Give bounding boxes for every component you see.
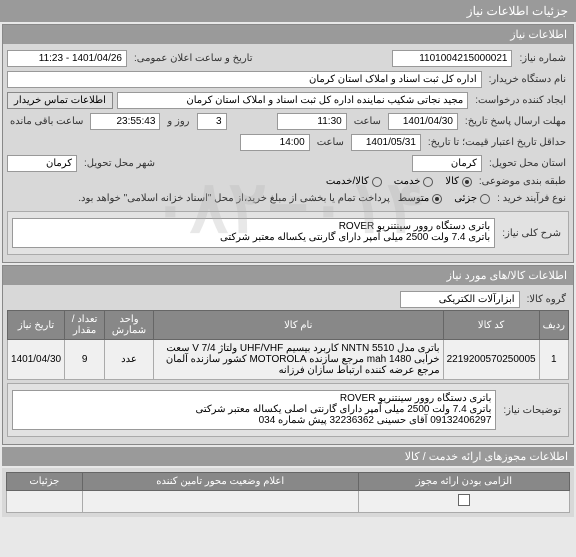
radio-service[interactable]: خدمت [394, 176, 434, 187]
th-details: جزئیات [7, 473, 83, 491]
td-index: 1 [539, 340, 568, 380]
days-field: 3 [197, 113, 227, 130]
desc-box: شرح کلی نیاز: باتری دستگاه روور سینتنریو… [7, 211, 569, 255]
group-label: گروه کالا: [524, 294, 569, 305]
table-header-row: ردیف کد کالا نام کالا واحد شمارش تعداد /… [8, 311, 569, 340]
goods-body: گروه کالا: ابزارآلات الکتریکی ردیف کد کا… [3, 285, 573, 444]
radio-low-label: جزئی [454, 193, 477, 204]
category-radios: کالا خدمت کالا/خدمت [326, 176, 472, 187]
radio-goods[interactable]: کالا [445, 176, 472, 187]
buytype-label: نوع فرآیند خرید : [494, 193, 569, 204]
mincredit-date: 1401/05/31 [351, 134, 421, 151]
reqno-label: شماره نیاز: [516, 53, 569, 64]
page-header: جزئیات اطلاعات نیاز [0, 0, 576, 22]
goods-title: اطلاعات کالا/های مورد نیاز [3, 266, 573, 285]
radio-goods-service[interactable]: کالا/خدمت [326, 176, 382, 187]
row-reqno: شماره نیاز: 1101004215000021 تاریخ و ساع… [7, 48, 569, 69]
buytype-radios: جزئی متوسط [398, 193, 490, 204]
info-title: اطلاعات نیاز [3, 25, 573, 44]
th-date: تاریخ نیاز [8, 311, 65, 340]
radio-dot-icon [372, 177, 382, 187]
radio-gs-label: کالا/خدمت [326, 176, 369, 187]
row-mincredit: حداقل تاریخ اعتبار قیمت؛ تا تاریخ: 1401/… [7, 132, 569, 153]
explain-field: باتری دستگاه روور سینتنریو ROVER باتری 7… [12, 390, 496, 430]
desc-field: باتری دستگاه روور سینتنریو ROVER باتری 7… [12, 218, 495, 248]
city-label: شهر محل تحویل: [81, 158, 158, 169]
explain-label: توضیحات نیاز: [500, 405, 564, 416]
radio-service-label: خدمت [394, 176, 421, 187]
th-code: کد کالا [443, 311, 539, 340]
permits-table: الزامی بودن ارائه مجوز اعلام وضعیت محور … [6, 472, 570, 513]
info-section: اطلاعات نیاز شماره نیاز: 110100421500002… [2, 24, 574, 263]
deadline-date: 1401/04/30 [388, 113, 458, 130]
permits-checkbox-cell [358, 491, 569, 513]
permits-body: الزامی بودن ارائه مجوز اعلام وضعیت محور … [2, 468, 574, 517]
mincredit-label: حداقل تاریخ اعتبار قیمت؛ تا تاریخ: [425, 137, 569, 148]
row-buyer: نام دستگاه خریدار: اداره کل ثبت اسناد و … [7, 69, 569, 90]
mincredit-time: 14:00 [240, 134, 310, 151]
category-label: طبقه بندی موضوعی: [476, 176, 569, 187]
contact-button[interactable]: اطلاعات تماس خریدار [7, 92, 113, 109]
td-name: باتری مدل NNTN 5510 کاربرد بیسیم UHF/VHF… [153, 340, 443, 380]
row-location: استان محل تحویل: کرمان شهر محل تحویل: کر… [7, 153, 569, 174]
radio-dot-icon [462, 177, 472, 187]
td-unit: عدد [105, 340, 154, 380]
radio-dot-icon [480, 194, 490, 204]
th-index: ردیف [539, 311, 568, 340]
td-date: 1401/04/30 [8, 340, 65, 380]
publicdate-label: تاریخ و ساعت اعلان عمومی: [131, 53, 256, 64]
remain-field: 23:55:43 [90, 113, 160, 130]
permits-details-cell [7, 491, 83, 513]
creator-label: ایجاد کننده درخواست: [472, 95, 569, 106]
remain-label: ساعت باقی مانده [7, 116, 86, 127]
buy-note: پرداخت تمام یا بخشی از مبلغ خرید،از محل … [74, 191, 394, 206]
days-label: روز و [164, 116, 192, 127]
publicdate-field: 1401/04/26 - 11:23 [7, 50, 127, 67]
deadline-time: 11:30 [277, 113, 347, 130]
radio-dot-icon [432, 194, 442, 204]
radio-dot-icon [423, 177, 433, 187]
radio-med[interactable]: متوسط [398, 193, 442, 204]
td-qty: 9 [65, 340, 105, 380]
deadline-label: مهلت ارسال پاسخ تاریخ: [462, 116, 569, 127]
desc-label: شرح کلی نیاز: [499, 228, 564, 239]
info-body: شماره نیاز: 1101004215000021 تاریخ و ساع… [3, 44, 573, 262]
table-row: 1 2219200570250005 باتری مدل NNTN 5510 ک… [8, 340, 569, 380]
page-title: جزئیات اطلاعات نیاز [467, 4, 568, 18]
group-field: ابزارآلات الکتریکی [400, 291, 520, 308]
th-name: نام کالا [153, 311, 443, 340]
row-deadline: مهلت ارسال پاسخ تاریخ: 1401/04/30 ساعت 1… [7, 111, 569, 132]
td-code: 2219200570250005 [443, 340, 539, 380]
th-unit: واحد شمارش [105, 311, 154, 340]
radio-med-label: متوسط [398, 193, 429, 204]
goods-table: ردیف کد کالا نام کالا واحد شمارش تعداد /… [7, 310, 569, 380]
creator-field: مجید نجاتی شکیب نماینده اداره کل ثبت اسن… [117, 92, 468, 109]
permits-header-row: الزامی بودن ارائه مجوز اعلام وضعیت محور … [7, 473, 570, 491]
buyer-label: نام دستگاه خریدار: [486, 74, 569, 85]
province-label: استان محل تحویل: [486, 158, 569, 169]
permits-bar: اطلاعات مجوزهای ارائه خدمت / کالا [2, 447, 574, 466]
th-qty: تعداد / مقدار [65, 311, 105, 340]
row-buytype: نوع فرآیند خرید : جزئی متوسط پرداخت تمام… [7, 189, 569, 208]
city-field: کرمان [7, 155, 77, 172]
province-field: کرمان [412, 155, 482, 172]
radio-goods-label: کالا [445, 176, 459, 187]
explain-box: توضیحات نیاز: باتری دستگاه روور سینتنریو… [7, 383, 569, 437]
permits-status-cell [82, 491, 358, 513]
row-creator: ایجاد کننده درخواست: مجید نجاتی شکیب نما… [7, 90, 569, 111]
permits-row [7, 491, 570, 513]
goods-section: اطلاعات کالا/های مورد نیاز گروه کالا: اب… [2, 265, 574, 445]
deadline-time-label: ساعت [351, 116, 384, 127]
buyer-field: اداره کل ثبت اسناد و املاک استان کرمان [7, 71, 482, 88]
checkbox-icon[interactable] [458, 494, 470, 506]
row-category: طبقه بندی موضوعی: کالا خدمت کالا/خدمت [7, 174, 569, 189]
th-status: اعلام وضعیت محور تامین کننده [82, 473, 358, 491]
th-mandatory: الزامی بودن ارائه مجوز [358, 473, 569, 491]
mincredit-time-label: ساعت [314, 137, 347, 148]
reqno-field: 1101004215000021 [392, 50, 512, 67]
row-group: گروه کالا: ابزارآلات الکتریکی [7, 289, 569, 310]
radio-low[interactable]: جزئی [454, 193, 490, 204]
